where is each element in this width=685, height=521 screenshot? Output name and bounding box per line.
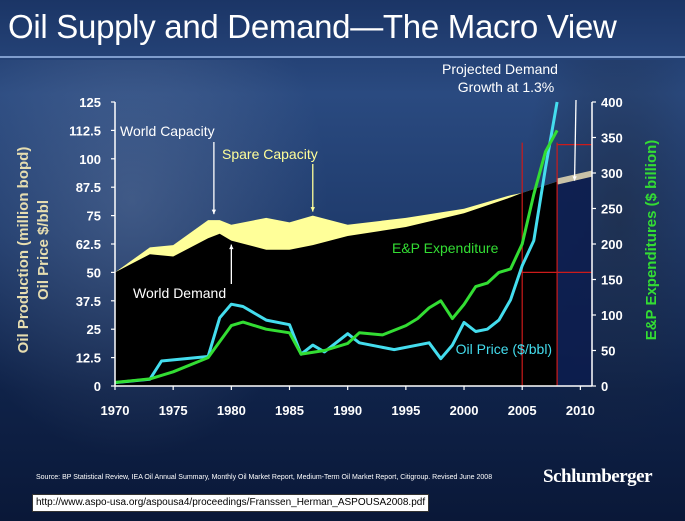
source-note: Source: BP Statistical Review, IEA Oil A… (36, 474, 493, 481)
y2-tick-label: 300 (601, 166, 623, 181)
world-demand-arrow-head (229, 244, 234, 250)
page-title: Oil Supply and Demand—The Macro View (8, 8, 617, 45)
x-tick-label: 2000 (450, 403, 479, 418)
y-tick-label: 100 (79, 152, 101, 167)
x-tick-label: 1970 (101, 403, 130, 418)
x-tick-label: 2005 (508, 403, 537, 418)
y-tick-label: 87.5 (76, 180, 101, 195)
y2-tick-label: 400 (601, 95, 623, 110)
x-tick-label: 1975 (159, 403, 188, 418)
x-tick-label: 1990 (333, 403, 362, 418)
y2-tick-label: 200 (601, 237, 623, 252)
x-tick-label: 1995 (391, 403, 420, 418)
world-capacity-arrow-head (211, 209, 217, 215)
projected-demand-arrow (573, 99, 577, 181)
y2-tick-label: 0 (601, 379, 608, 394)
schlumberger-logo: Schlumberger (543, 466, 653, 487)
y-tick-label: 62.5 (76, 237, 101, 252)
left-axis-title-secondary: Oil Price $/bbl (35, 200, 52, 300)
projection-area (557, 173, 592, 386)
y-tick-label: 125 (79, 95, 101, 110)
left-axis-title: Oil Production (million bopd) (15, 147, 32, 354)
x-tick-label: 2010 (566, 403, 595, 418)
ep-expenditure-label: E&P Expenditure (392, 240, 499, 256)
projected-demand-label-line2: Growth at 1.3% (458, 79, 555, 95)
annotation-layer: World Capacity Spare Capacity World Demand… (120, 61, 577, 357)
title-divider (0, 56, 685, 58)
oil-price-line (114, 101, 559, 385)
x-tick-label: 1985 (275, 403, 304, 418)
y-tick-label: 50 (87, 265, 101, 280)
spare-capacity-label: Spare Capacity (222, 146, 318, 162)
y-tick-label: 75 (87, 209, 101, 224)
y2-tick-label: 250 (601, 202, 623, 217)
projected-demand-arrow-head (572, 176, 577, 181)
world-demand-label: World Demand (133, 285, 226, 301)
projected-demand-label-line1: Projected Demand (442, 61, 558, 77)
oil-price-label: Oil Price ($/bbl) (456, 341, 552, 357)
y-tick-label: 112.5 (69, 123, 101, 138)
y2-tick-label: 100 (601, 308, 623, 323)
y-tick-label: 12.5 (76, 351, 101, 366)
y2-tick-label: 50 (601, 344, 615, 359)
spare-capacity-arrow-head (310, 207, 315, 212)
ep-expenditure-line (114, 129, 559, 384)
y-tick-label: 25 (87, 322, 101, 337)
axes-layer: 0 12.5 25 37.5 50 62.5 75 87.5 100 112.5 125 0 50 100… (15, 95, 660, 418)
source-url-link[interactable]: http://www.aspo-usa.org/aspousa4/proceed… (32, 494, 430, 512)
right-axis-title: E&P Expenditures ($ billion) (643, 140, 660, 341)
world-capacity-label: World Capacity (120, 123, 215, 139)
y-tick-label: 37.5 (76, 294, 101, 309)
series-line-layer (114, 101, 559, 385)
x-tick-label: 1980 (217, 403, 246, 418)
y2-tick-label: 150 (601, 273, 623, 288)
y2-tick-label: 350 (601, 131, 623, 146)
y-tick-label: 0 (94, 379, 101, 394)
